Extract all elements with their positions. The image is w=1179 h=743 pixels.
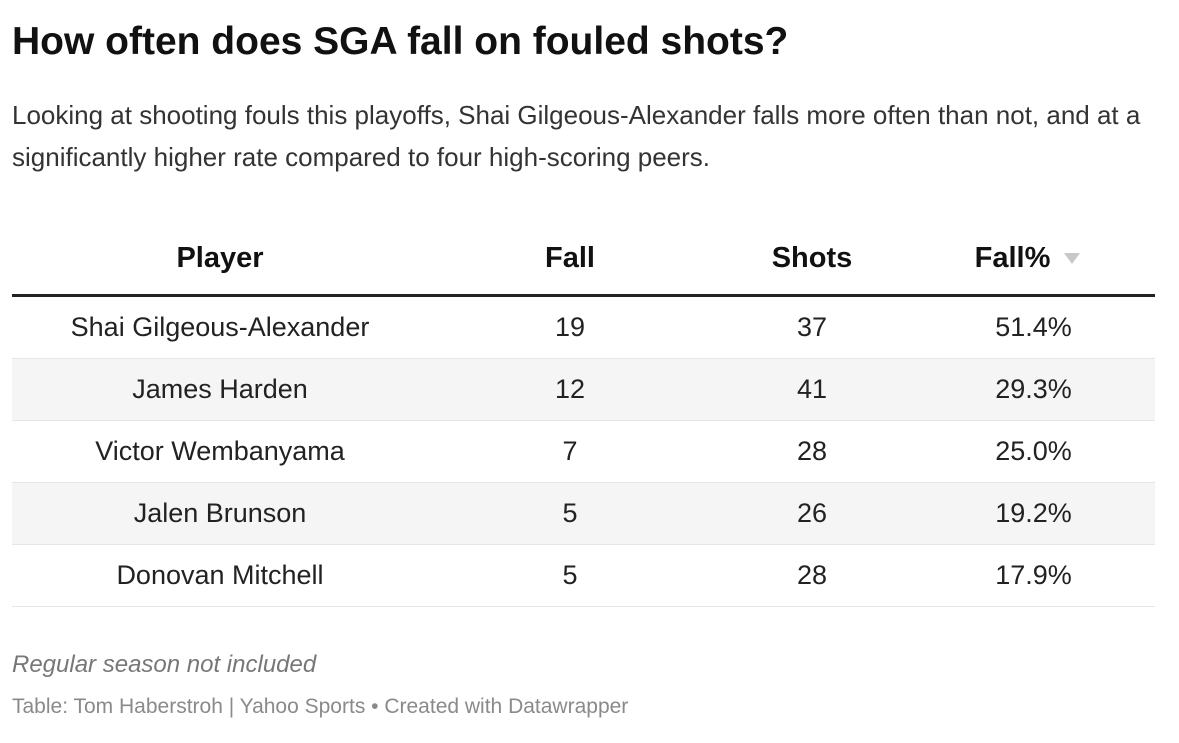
table-cell: 25.0% (995, 436, 1072, 466)
table-cell: James Harden (132, 374, 308, 404)
table-row: James Harden 12 41 29.3% (12, 359, 1155, 421)
table-cell: 5 (562, 498, 578, 528)
column-header: Fall (428, 222, 712, 294)
table-cell: 12 (554, 374, 586, 404)
table-cell: Shai Gilgeous-Alexander (70, 312, 370, 342)
table-row: Shai Gilgeous-Alexander 19 37 51.4% (12, 297, 1155, 359)
column-header-text: Fall% (974, 241, 1051, 274)
table-cell: 41 (796, 374, 828, 404)
table-cell: 51.4% (995, 312, 1072, 342)
table-row: Victor Wembanyama 7 28 25.0% (12, 421, 1155, 483)
column-header-text: Shots (771, 241, 853, 274)
column-header-text: Player (176, 241, 264, 274)
header-row: Player Fall Shots Fall% (12, 222, 1155, 297)
title: How often does SGA fall on fouled shots? (12, 20, 789, 63)
table-cell: Donovan Mitchell (116, 560, 324, 590)
column-header: Shots (712, 222, 912, 294)
table: Player Fall Shots Fall% Shai Gilgeous-Alexan… (12, 222, 1155, 607)
table-row: Donovan Mitchell 5 28 17.9% (12, 545, 1155, 607)
table-row: Jalen Brunson 5 26 19.2% (12, 483, 1155, 545)
table-cell: 28 (796, 560, 828, 590)
table-cell: Victor Wembanyama (95, 436, 345, 466)
table-cell: 5 (562, 560, 578, 590)
table-cell: 19 (554, 312, 586, 342)
sort-icon[interactable] (1064, 252, 1081, 264)
table-cell: 26 (796, 498, 828, 528)
table-cell: 29.3% (995, 374, 1072, 404)
table-cell: 28 (796, 436, 828, 466)
subtitle: Looking at shooting fouls this playoffs,… (12, 100, 1141, 172)
column-header: Player (12, 222, 428, 294)
table-cell: 17.9% (995, 560, 1072, 590)
note: Regular season not included (12, 651, 317, 678)
column-header: Fall% (906, 222, 1149, 294)
source: Table: Tom Haberstroh | Yahoo Sports • C… (12, 695, 629, 718)
table-cell: 7 (562, 436, 578, 466)
table-cell: 37 (796, 312, 828, 342)
table-cell: 19.2% (995, 498, 1072, 528)
table-cell: Jalen Brunson (133, 498, 307, 528)
column-header-text: Fall (545, 241, 595, 274)
